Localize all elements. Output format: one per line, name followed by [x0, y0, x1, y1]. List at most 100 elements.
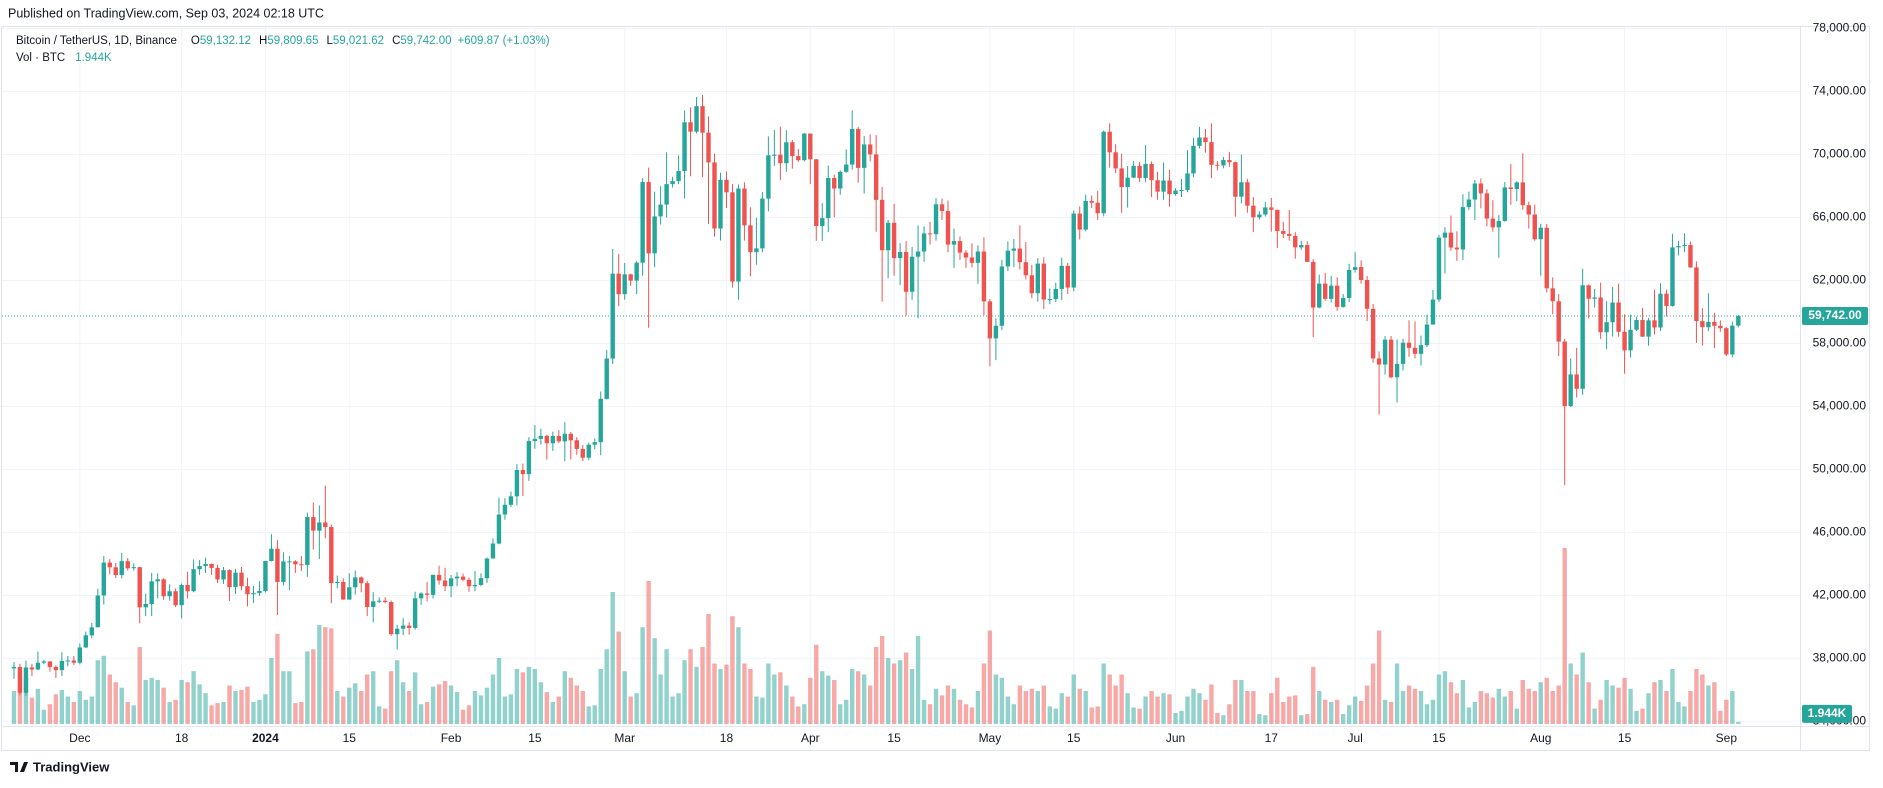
volume-bar	[550, 702, 556, 724]
candle-body	[502, 504, 508, 515]
volume-bar	[1233, 680, 1238, 724]
volume-bar	[1317, 691, 1322, 724]
volume-bar	[1418, 691, 1424, 724]
candle-body	[616, 273, 621, 295]
candle-body	[694, 106, 699, 132]
volume-bar	[1077, 688, 1082, 724]
x-tick-label: 15	[528, 731, 542, 745]
volume-bar	[808, 677, 813, 724]
last-price-label: 59,742.00	[1808, 308, 1862, 322]
volume-bar	[466, 705, 472, 724]
logo: TradingView	[10, 759, 110, 774]
candle-body	[772, 154, 777, 156]
candle-body	[406, 625, 412, 628]
volume-bar	[850, 669, 855, 724]
y-tick-label: 78,000.00	[1813, 21, 1867, 35]
volume-bar	[1682, 706, 1687, 724]
legend-line: Vol · BTC 1.944K	[16, 52, 112, 64]
candle-body	[1688, 245, 1693, 268]
volume-bar	[592, 705, 597, 724]
volume-bar	[1095, 706, 1100, 724]
candle-body	[873, 154, 879, 200]
volume-bar	[951, 688, 957, 724]
candle-body	[544, 435, 550, 444]
candle-body	[921, 233, 927, 252]
candle-body	[341, 581, 346, 600]
volume-bar	[915, 636, 921, 724]
volume-bar	[616, 631, 621, 724]
x-tick-label: May	[979, 731, 1002, 745]
candle-body	[1616, 302, 1621, 332]
volume-bar	[161, 687, 166, 724]
candle-body	[532, 438, 538, 442]
x-tick-label: 18	[175, 731, 189, 745]
volume-bar	[873, 647, 879, 724]
volume-bar	[1466, 707, 1472, 724]
volume-bar	[1293, 695, 1298, 724]
volume-bar	[335, 691, 340, 724]
candle-body	[329, 527, 334, 584]
volume-bar	[688, 649, 693, 724]
candle-body	[969, 257, 975, 263]
volume-bar	[700, 647, 705, 724]
volume-bar	[658, 674, 663, 724]
volume-bar	[227, 685, 232, 724]
x-tick-label: Jun	[1166, 731, 1185, 745]
candle-body	[1658, 293, 1663, 328]
candle-body	[945, 211, 951, 245]
volume-bar	[1239, 680, 1244, 724]
volume-bar	[1394, 663, 1400, 724]
volume-bar	[586, 706, 591, 724]
volume-bar	[323, 627, 328, 724]
candle-body	[802, 133, 807, 161]
candle-body	[1682, 245, 1687, 247]
candle-body	[41, 661, 47, 663]
x-tick-label: 15	[887, 731, 901, 745]
candle-body	[29, 667, 35, 670]
volume-bar	[544, 692, 550, 724]
candle-body	[891, 222, 897, 259]
volume-bar	[526, 666, 532, 724]
volume-bar	[1724, 699, 1729, 724]
volume-bar	[1694, 669, 1699, 724]
volume-bar	[1376, 630, 1382, 724]
volume-bar	[580, 691, 585, 724]
candle-body	[1011, 248, 1017, 251]
candle-body	[1239, 182, 1244, 197]
candle-body	[604, 358, 609, 399]
volume-bar	[796, 706, 801, 724]
candle-body	[478, 578, 484, 585]
axes: 34,000.0038,000.0042,000.0046,000.0050,0…	[2, 21, 1868, 745]
volume-bar	[119, 687, 124, 724]
volume-bar	[1281, 702, 1286, 724]
volume-bar	[885, 658, 891, 724]
volume-bar	[1131, 707, 1136, 724]
candle-body	[838, 171, 843, 189]
candle-body	[538, 435, 544, 439]
candle-body	[574, 440, 579, 449]
volume-bar	[478, 695, 484, 724]
candle-body	[1209, 142, 1214, 165]
volume-bar	[1346, 705, 1352, 724]
volume-bar	[299, 702, 304, 724]
candle-body	[1005, 250, 1011, 267]
volume-bar	[41, 709, 47, 724]
volume-bar	[1029, 688, 1035, 724]
volume-bar	[1017, 685, 1023, 724]
candle-body	[622, 274, 627, 295]
volume-bar	[1598, 699, 1603, 724]
candle-body	[933, 204, 939, 235]
volume-bar	[610, 592, 615, 724]
volume-bar	[1622, 677, 1627, 724]
candle-body	[1646, 320, 1651, 337]
candle-body	[1334, 285, 1340, 307]
candle-body	[1281, 231, 1286, 234]
candle-body	[1478, 183, 1484, 194]
candles	[11, 95, 1741, 696]
candle-body	[1460, 207, 1466, 250]
candle-body	[365, 583, 370, 607]
candle-body	[173, 591, 178, 606]
candle-body	[89, 627, 95, 636]
volume-bar	[484, 687, 490, 724]
volume-bar	[1556, 685, 1561, 724]
